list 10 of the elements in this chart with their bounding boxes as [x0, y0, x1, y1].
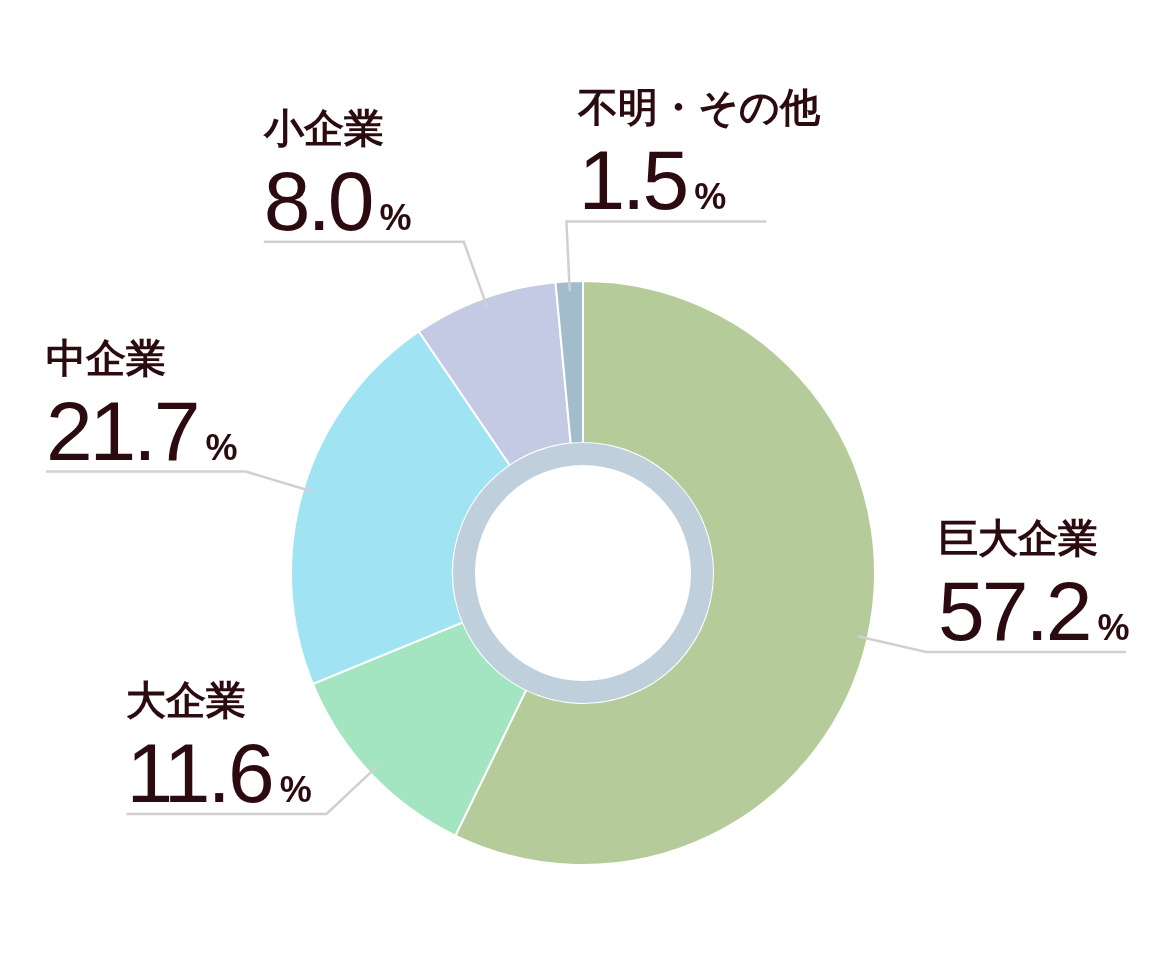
slice-label: 大企業	[126, 677, 247, 722]
data-label: 57.2%	[938, 563, 1130, 658]
data-label: 21.7%	[45, 383, 238, 478]
slice-label: 中企業	[45, 335, 166, 380]
slice-label: 巨大企業	[938, 515, 1099, 560]
data-label: 11.6%	[126, 725, 312, 820]
slice-label: 小企業	[262, 105, 384, 150]
data-label: 1.5%	[578, 133, 727, 228]
data-label: 8.0%	[263, 153, 412, 248]
slice-label: 不明・その他	[577, 85, 822, 130]
